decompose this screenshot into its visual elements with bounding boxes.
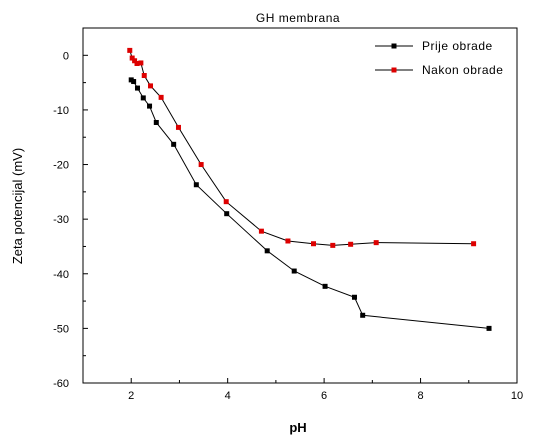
data-point-1-11 (258, 228, 264, 234)
series-line-1 (129, 50, 474, 246)
x-tick-label: 4 (225, 390, 231, 402)
data-point-0-13 (360, 312, 366, 318)
data-point-0-3 (140, 95, 146, 101)
data-point-0-8 (224, 211, 230, 217)
y-tick-label: -10 (53, 105, 69, 117)
data-point-1-6 (148, 83, 154, 89)
y-tick-label: 0 (63, 50, 69, 62)
data-point-1-3 (134, 61, 140, 66)
legend-marker-nakon (391, 67, 397, 73)
legend-label-nakon: Nakon obrade (422, 63, 503, 77)
data-point-0-14 (486, 325, 492, 331)
data-point-0-9 (264, 248, 270, 254)
x-axis: 2 4 6 8 10 (82, 378, 523, 402)
data-point-0-4 (147, 103, 153, 109)
data-point-1-12 (285, 238, 291, 244)
plot-frame (82, 27, 518, 384)
data-point-1-10 (223, 199, 229, 205)
data-point-1-15 (348, 241, 354, 247)
y-tick-label: -20 (53, 160, 69, 172)
y-axis: 0 -10 -20 -30 -40 -50 -60 (53, 50, 88, 390)
x-tick-label: 10 (511, 390, 523, 402)
series-line-0 (130, 79, 490, 329)
data-point-1-5 (141, 73, 147, 79)
data-point-1-2 (132, 58, 138, 64)
y-tick-label: -30 (53, 214, 69, 226)
data-point-1-14 (330, 242, 336, 248)
series-layer (127, 47, 492, 331)
legend: Prije obrade Nakon obrade (375, 39, 503, 77)
data-point-1-4 (138, 60, 144, 66)
data-point-1-8 (175, 124, 181, 130)
data-point-1-9 (198, 162, 204, 168)
x-tick-label: 2 (128, 390, 134, 402)
legend-marker-prije (391, 43, 397, 49)
data-point-1-16 (373, 240, 379, 246)
data-point-0-12 (351, 294, 357, 300)
data-point-1-0 (127, 47, 133, 53)
data-point-0-2 (134, 85, 140, 91)
data-point-0-1 (131, 79, 137, 85)
data-point-1-1 (129, 55, 135, 61)
x-tick-label: 8 (417, 390, 423, 402)
data-point-1-7 (158, 94, 164, 100)
y-tick-label: -40 (53, 269, 69, 281)
y-tick-label: -60 (53, 378, 69, 390)
data-point-0-7 (193, 182, 199, 188)
data-point-0-10 (291, 268, 297, 274)
data-point-0-11 (322, 283, 328, 289)
x-axis-title: pH (289, 420, 306, 435)
data-point-0-5 (153, 119, 159, 125)
x-tick-label: 6 (321, 390, 327, 402)
data-point-0-6 (171, 141, 177, 147)
chart-title: GH membrana (256, 11, 340, 25)
legend-entry-nakon: Nakon obrade (375, 63, 503, 77)
legend-entry-prije: Prije obrade (375, 39, 493, 53)
y-tick-label: -50 (53, 323, 69, 335)
data-point-1-13 (311, 241, 317, 247)
data-point-1-17 (471, 241, 477, 247)
legend-label-prije: Prije obrade (422, 39, 493, 53)
y-axis-title: Zeta potencijal (mV) (10, 148, 25, 264)
